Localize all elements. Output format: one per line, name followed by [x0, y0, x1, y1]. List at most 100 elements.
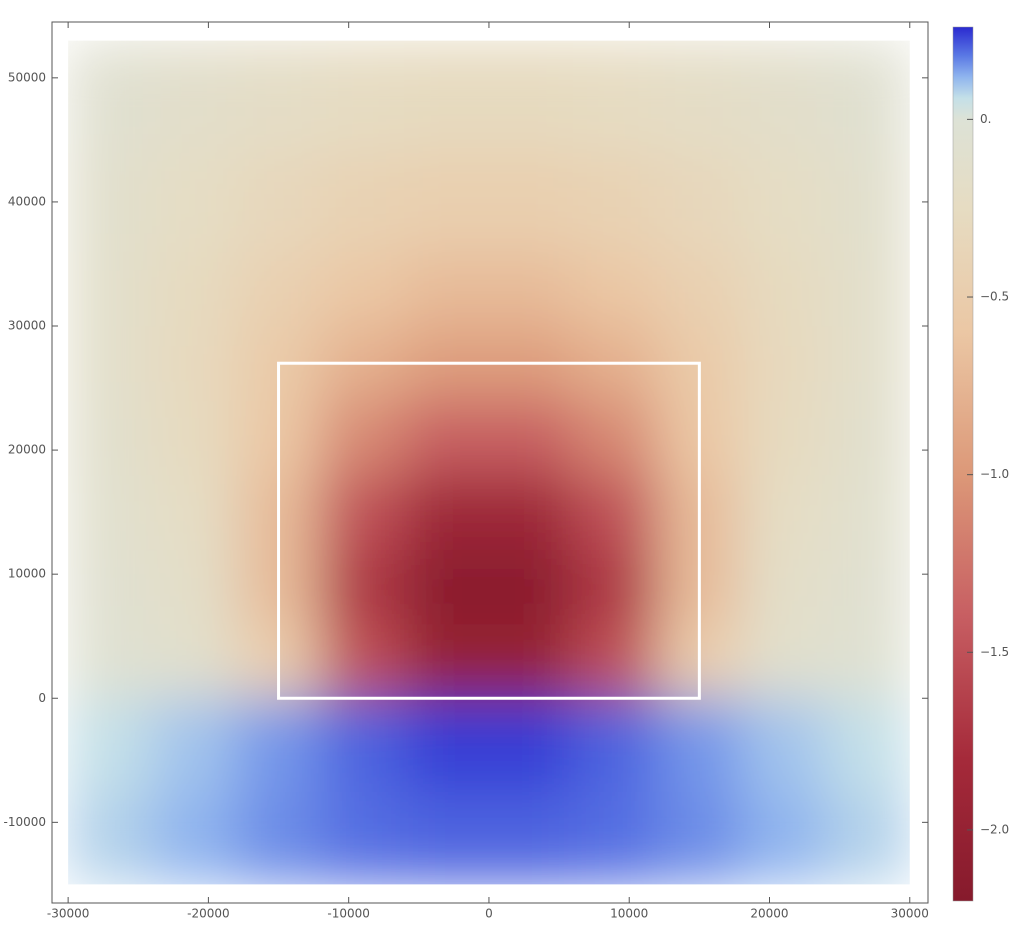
heat-cell: [572, 251, 658, 327]
y-tick-label: 30000: [8, 319, 46, 333]
heat-cell: [825, 399, 910, 476]
heat-cell: [151, 697, 237, 792]
heat-cell: [320, 790, 406, 885]
heat-cell: [740, 251, 827, 327]
heat-cell: [740, 474, 827, 550]
heat-cell: [572, 40, 658, 153]
heat-cell: [825, 697, 910, 792]
heat-cell: [740, 790, 827, 885]
colorbar-tick-label: −1.5: [980, 645, 1009, 659]
heat-cell: [656, 40, 742, 153]
x-tick-label: 10000: [610, 907, 648, 921]
heat-cell: [404, 623, 490, 699]
heat-cell: [68, 697, 153, 792]
heat-cell: [151, 623, 237, 699]
heat-cell: [320, 399, 406, 476]
heat-cell: [68, 548, 153, 625]
heat-cell: [151, 325, 237, 401]
heat-cell: [488, 697, 574, 792]
x-tick-label: -10000: [327, 907, 370, 921]
heat-cell: [68, 325, 153, 401]
y-tick-label: 50000: [8, 70, 46, 84]
heat-cell: [404, 548, 490, 625]
heat-cell: [656, 251, 742, 327]
heat-cell: [235, 697, 322, 792]
cells: [68, 40, 910, 885]
heat-cell: [404, 474, 490, 550]
colorbar-tick-label: −1.0: [980, 467, 1009, 481]
heat-cell: [68, 474, 153, 550]
heat-cell: [488, 399, 574, 476]
heat-cell: [151, 151, 237, 253]
heat-cell: [488, 251, 574, 327]
heat-cell: [235, 40, 322, 153]
heat-cell: [572, 548, 658, 625]
heat-cell: [68, 623, 153, 699]
y-tick-label: -10000: [3, 815, 46, 829]
heat-cell: [740, 623, 827, 699]
x-tick-label: 0: [485, 907, 493, 921]
colorbar-tick-label: −2.0: [980, 822, 1009, 836]
heat-cell: [740, 151, 827, 253]
heat-cell: [572, 697, 658, 792]
heat-cell: [151, 399, 237, 476]
heat-cell: [740, 325, 827, 401]
y-tick-label: 10000: [8, 567, 46, 581]
heat-cell: [825, 40, 910, 153]
heat-cell: [68, 151, 153, 253]
heat-cell: [488, 474, 574, 550]
heat-cell: [572, 151, 658, 253]
y-tick-label: 20000: [8, 443, 46, 457]
heat-cell: [825, 151, 910, 253]
heat-cell: [320, 40, 406, 153]
plot-frame: [51, 21, 929, 904]
x-tick-label: -30000: [47, 907, 90, 921]
heat-cell: [656, 151, 742, 253]
y-tick-label: 40000: [8, 194, 46, 208]
heat-cell: [488, 548, 574, 625]
heat-cell: [68, 40, 153, 153]
heat-cell: [572, 474, 658, 550]
heat-cell: [151, 40, 237, 153]
colorbar-tick-label: −0.5: [980, 290, 1009, 304]
heat-cell: [572, 623, 658, 699]
heat-cell: [404, 40, 490, 153]
heat-cell: [825, 548, 910, 625]
heat-cell: [488, 151, 574, 253]
heat-cell: [572, 790, 658, 885]
heat-cell: [320, 623, 406, 699]
heat-cell: [740, 399, 827, 476]
heat-cell: [320, 474, 406, 550]
heat-cell: [740, 40, 827, 153]
heat-cell: [320, 697, 406, 792]
heat-cell: [320, 548, 406, 625]
x-tick-label: -20000: [187, 907, 230, 921]
heat-cell: [656, 790, 742, 885]
y-tick-label: 0: [38, 691, 46, 705]
heat-cell: [740, 548, 827, 625]
heat-cell: [151, 790, 237, 885]
heat-cell: [404, 151, 490, 253]
heat-cell: [404, 399, 490, 476]
heat-cell: [151, 474, 237, 550]
x-tick-label: 20000: [750, 907, 788, 921]
heat-cell: [68, 790, 153, 885]
heat-cell: [151, 251, 237, 327]
heat-cell: [488, 40, 574, 153]
heatmap: [68, 40, 910, 885]
colorbar-tick-label: 0.: [980, 112, 991, 126]
heat-cell: [572, 399, 658, 476]
heat-cell: [825, 474, 910, 550]
heat-cell: [235, 151, 322, 253]
heat-cell: [488, 623, 574, 699]
heat-cell: [235, 790, 322, 885]
heat-cell: [235, 251, 322, 327]
heat-cell: [151, 548, 237, 625]
heat-cell: [404, 251, 490, 327]
heat-cell: [825, 325, 910, 401]
heat-cell: [825, 790, 910, 885]
heat-cell: [488, 790, 574, 885]
heat-cell: [68, 399, 153, 476]
box-outline: [277, 361, 701, 700]
